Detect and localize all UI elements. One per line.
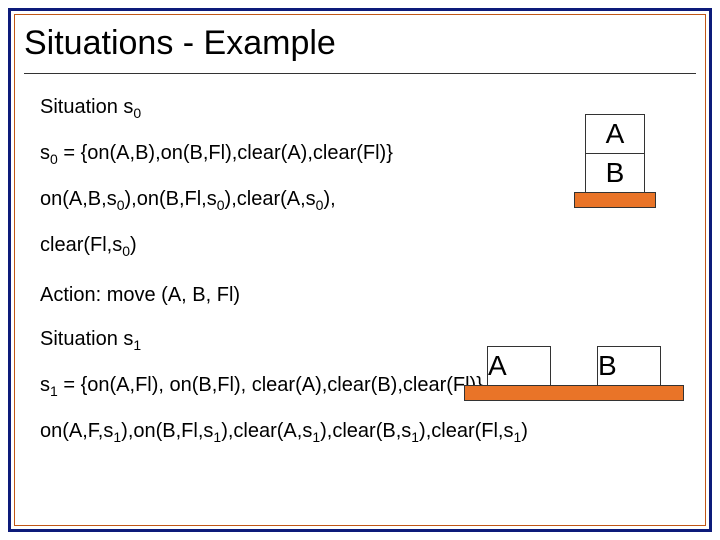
on2-d: ),clear(B,s xyxy=(320,420,411,442)
clear1-a: clear(Fl,s xyxy=(40,234,122,256)
eq2-rest: = {on(A,Fl), on(B,Fl), clear(A),clear(B)… xyxy=(58,374,483,396)
floor-s0 xyxy=(574,192,656,208)
s0-clear-fl: clear(Fl,s0) xyxy=(40,230,696,262)
eq2-pre: s xyxy=(40,374,50,396)
floor-s1 xyxy=(464,385,684,401)
blocks-stacked-s0: A B xyxy=(574,114,656,208)
action-line: Action: move (A, B, Fl) xyxy=(40,280,696,310)
heading1-text: Situation s xyxy=(40,96,133,118)
eq1-rest: = {on(A,B),on(B,Fl),clear(A),clear(Fl)} xyxy=(58,142,393,164)
on1-c: ),clear(A,s xyxy=(225,188,316,210)
on2-c: ),clear(A,s xyxy=(221,420,312,442)
on2-b: ),on(B,Fl,s xyxy=(121,420,213,442)
block-b-top: B xyxy=(585,153,645,193)
clear1-b: ) xyxy=(130,234,137,256)
eq1-pre: s xyxy=(40,142,50,164)
on2-e: ),clear(Fl,s xyxy=(419,420,513,442)
s1-on-predicates: on(A,F,s1),on(B,Fl,s1),clear(A,s1),clear… xyxy=(40,416,696,448)
on2-a: on(A,F,s xyxy=(40,420,113,442)
clear1-sub: 0 xyxy=(122,243,130,259)
eq2-sub: 1 xyxy=(50,383,58,399)
heading1-sub: 0 xyxy=(133,105,141,121)
slide-title: Situations - Example xyxy=(24,24,696,74)
on2-f: ) xyxy=(521,420,528,442)
on1-d: ), xyxy=(323,188,335,210)
on1-s2: 0 xyxy=(217,197,225,213)
block-a-bottom: A xyxy=(487,346,551,386)
on2-s4: 1 xyxy=(411,429,419,445)
on2-s1: 1 xyxy=(113,429,121,445)
block-b-bottom: B xyxy=(597,346,661,386)
block-a-top: A xyxy=(585,114,645,154)
on1-b: ),on(B,Fl,s xyxy=(125,188,217,210)
on2-s3: 1 xyxy=(312,429,320,445)
on1-s1: 0 xyxy=(117,197,125,213)
heading2-sub: 1 xyxy=(133,337,141,353)
eq1-sub: 0 xyxy=(50,151,58,167)
on1-a: on(A,B,s xyxy=(40,188,117,210)
slide-content: Situations - Example Situation s0 s0 = {… xyxy=(24,24,696,516)
blocks-side-s1: A B xyxy=(464,346,684,401)
heading2-text: Situation s xyxy=(40,328,133,350)
bottom-block-row: A B xyxy=(464,346,684,385)
